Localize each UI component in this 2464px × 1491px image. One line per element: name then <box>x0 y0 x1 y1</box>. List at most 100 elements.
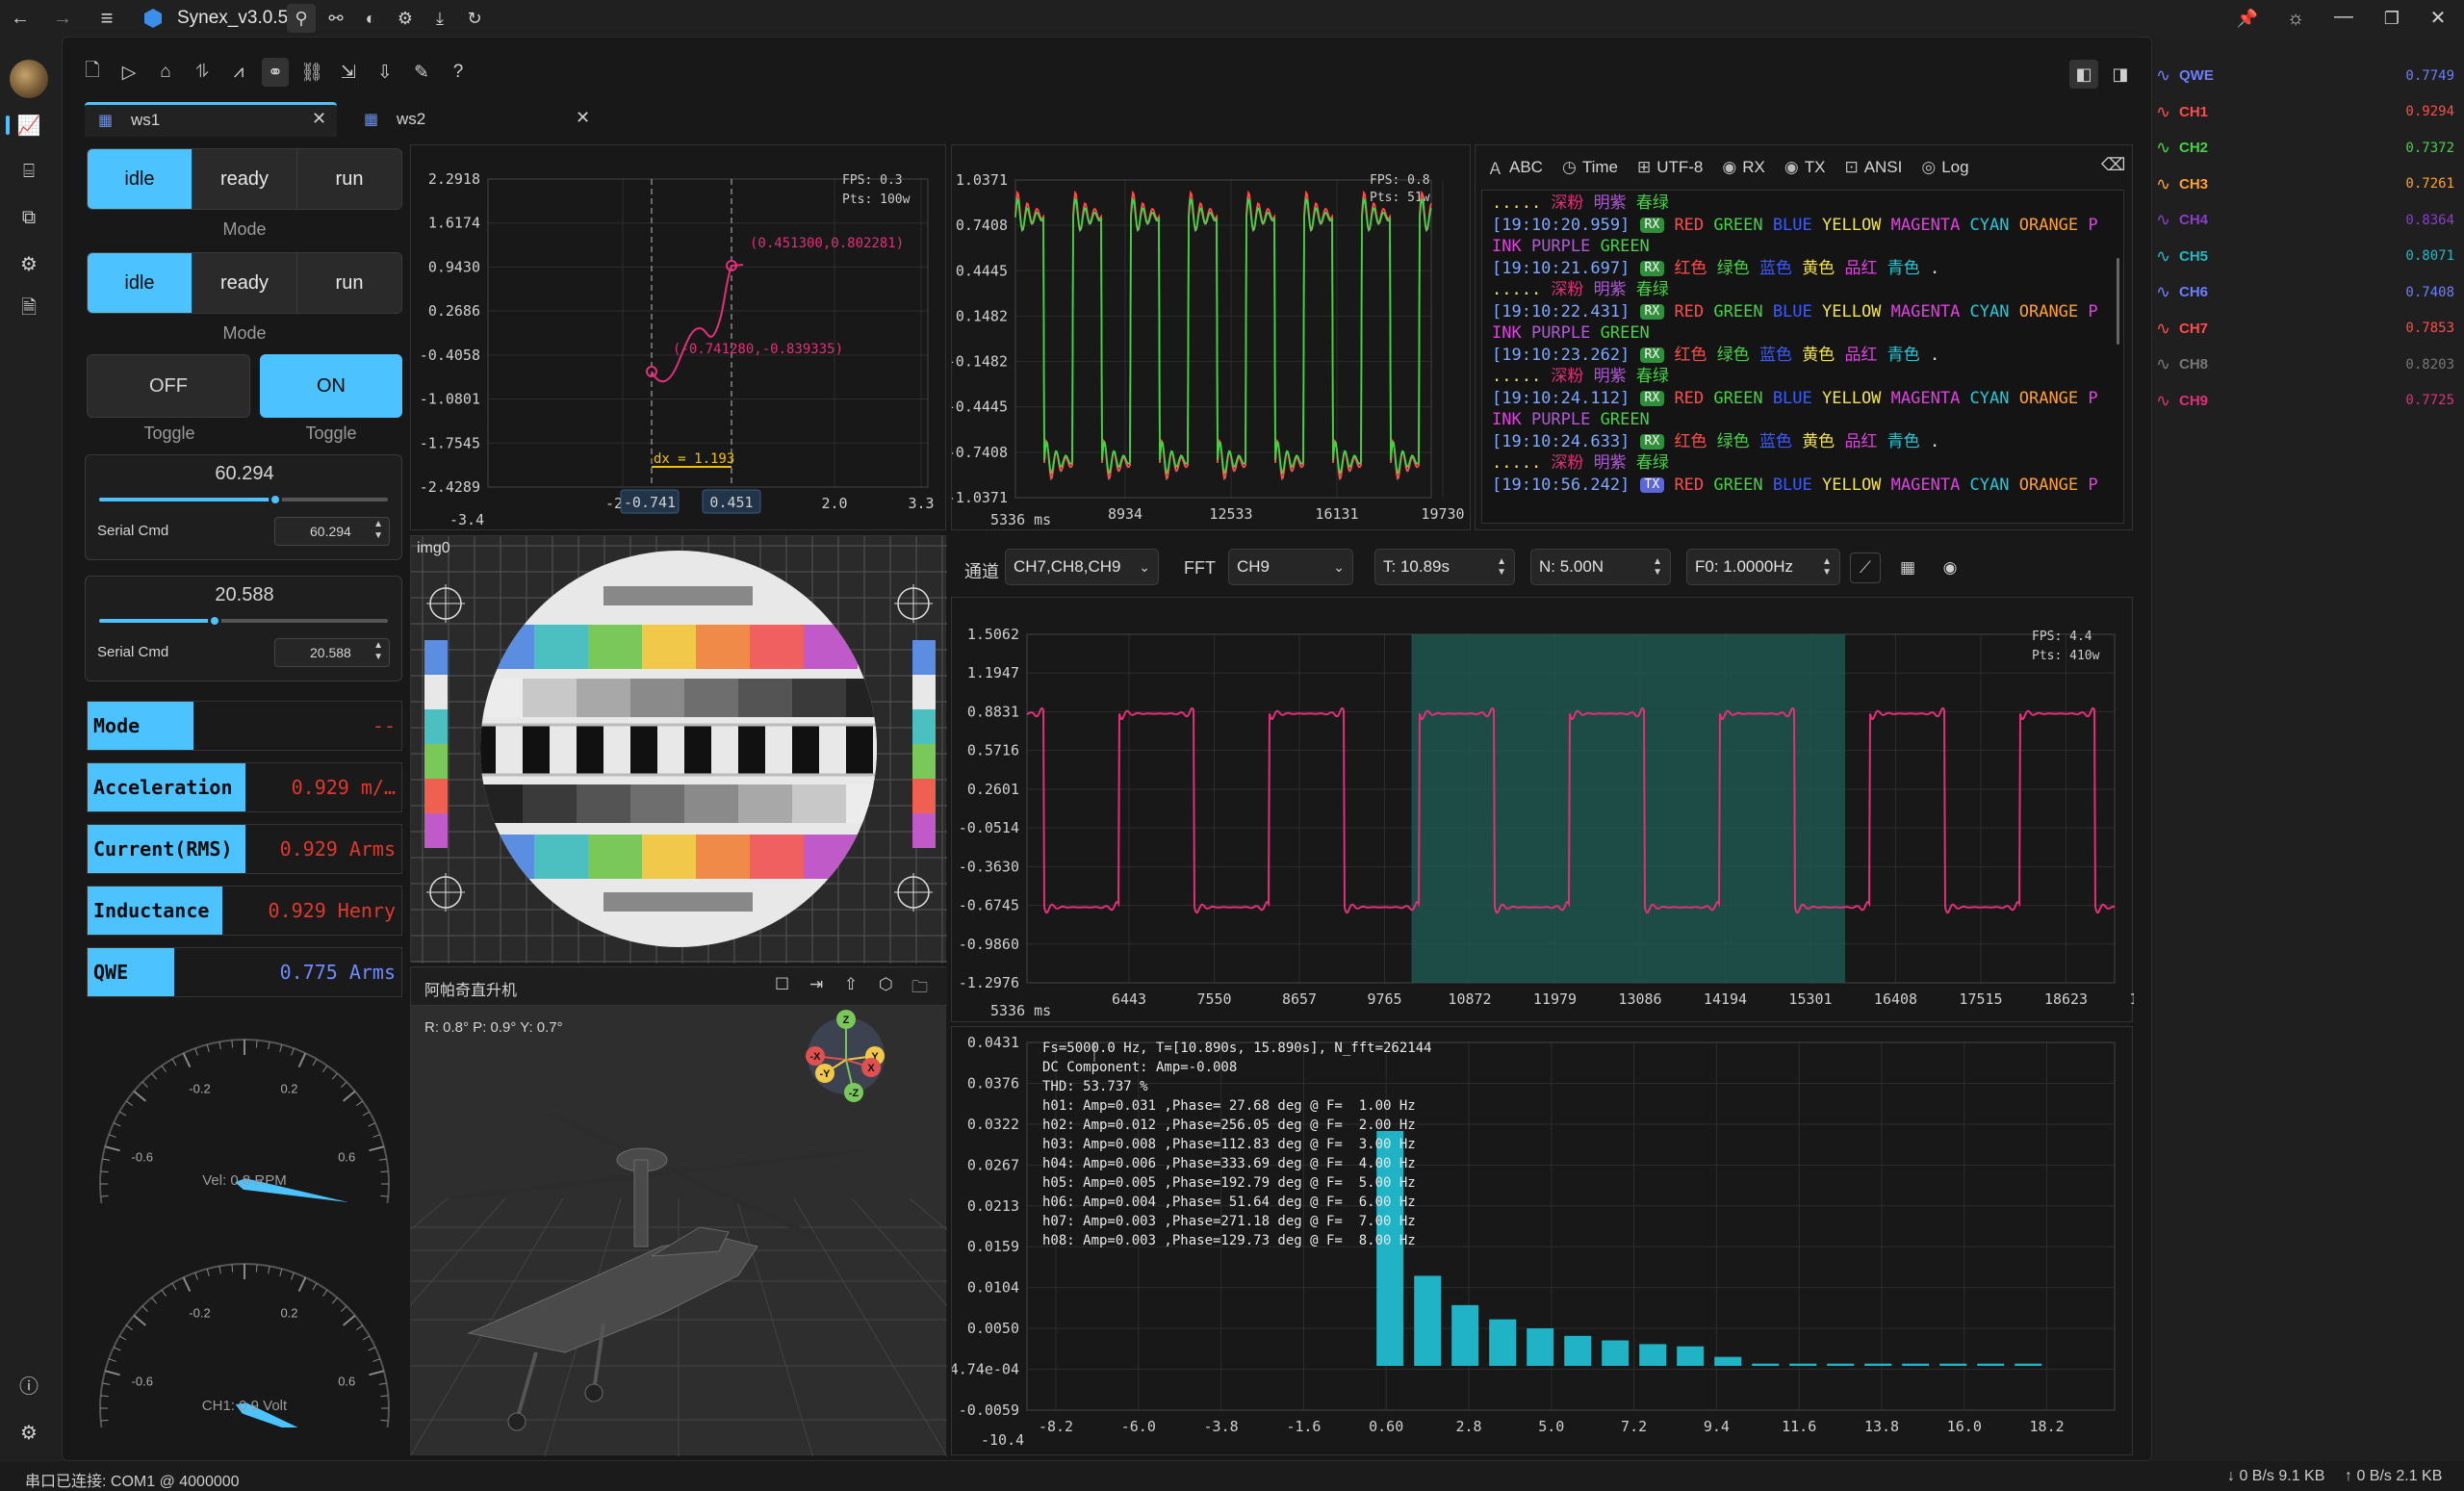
close-tab-icon[interactable]: ✕ <box>312 109 327 128</box>
segment-ready[interactable]: ready <box>192 253 297 313</box>
brush-icon[interactable]: ✎ <box>414 62 429 83</box>
back-icon[interactable]: ← <box>11 7 30 29</box>
xy-plot[interactable]: 2.2918 1.6174 0.9430 0.2686 -0.4058 -1.0801 -1… <box>411 145 947 531</box>
legend-item-ch8[interactable]: ∿ CH8 0.8203 <box>2156 347 2454 383</box>
import-icon[interactable]: ⇩ <box>377 62 393 83</box>
legend-item-ch2[interactable]: ∿ CH2 0.7372 <box>2156 130 2454 167</box>
enter-icon[interactable]: ⇥ <box>809 975 824 993</box>
eye-icon[interactable]: ◉ <box>1942 558 1958 577</box>
line-chart-icon[interactable]: ⩘ <box>233 62 244 82</box>
device-icon[interactable]: ⌸ <box>23 160 35 182</box>
upload-icon[interactable]: ⇧ <box>844 975 859 993</box>
theme-sun-icon[interactable]: ☼ <box>2286 7 2305 29</box>
gauge-tick <box>104 1370 120 1376</box>
slider-thumb[interactable] <box>208 614 221 628</box>
legend-item-ch6[interactable]: ∿ CH6 0.7408 <box>2156 274 2454 311</box>
mode-segmented-1[interactable]: idle ready run <box>87 148 402 210</box>
segment-ready[interactable]: ready <box>192 149 297 209</box>
refresh-icon[interactable]: ↻ <box>467 8 482 28</box>
calculator-icon[interactable]: ▦ <box>1899 558 1916 577</box>
legend-item-ch9[interactable]: ∿ CH9 0.7725 <box>2156 383 2454 420</box>
channel-select[interactable]: CH7,CH8,CH9 ⌄ <box>1005 549 1159 585</box>
folder-icon[interactable]: 🗀 <box>911 978 928 996</box>
tab-ws2[interactable]: ▦ ws2 ✕ <box>358 104 599 137</box>
toggle-on-button[interactable]: ON <box>260 354 402 418</box>
f0-spinbox[interactable]: F0: 1.0000Hz ▲ ▼ <box>1686 549 1840 585</box>
info-circle-icon[interactable]: ◐ <box>365 8 376 28</box>
legend-item-ch4[interactable]: ∿ CH4 0.8364 <box>2156 202 2454 239</box>
terminal-scrollbar[interactable] <box>2117 258 2119 345</box>
help-icon[interactable]: ? <box>452 62 464 82</box>
mode-segmented-2[interactable]: idle ready run <box>87 252 402 314</box>
segment-run[interactable]: run <box>335 167 364 190</box>
square-wave-plot[interactable]: 1.5062 1.1947 0.8831 0.5716 0.2601 -0.0514 -0.… <box>952 598 2173 1023</box>
chart-icon[interactable]: 📈 <box>16 115 41 137</box>
pin-icon[interactable]: 📌 <box>2236 8 2259 28</box>
terminal-rx-button[interactable]: ◉ RX <box>1722 155 1764 179</box>
terminal-output[interactable]: ..... 深粉 明紫 春绿 [19:10:20.959] RX RED GREE… <box>1481 190 2124 524</box>
serial-cmd-spinbox[interactable]: 60.294 ▲ ▼ <box>274 517 390 546</box>
spin-arrows-icon[interactable]: ▲ ▼ <box>373 519 383 541</box>
toggle-off-button[interactable]: OFF <box>87 354 250 418</box>
spin-arrows-icon[interactable]: ▲ ▼ <box>1653 556 1662 578</box>
test-pattern-image[interactable] <box>411 536 947 964</box>
layout-left-icon[interactable]: ◧ <box>2069 60 2098 89</box>
close-tab-icon[interactable]: ✕ <box>576 108 591 127</box>
terminal-ansi-button[interactable]: ⊡ ANSI <box>1844 155 1902 179</box>
user-settings-icon[interactable]: ⚙ <box>397 8 414 28</box>
helicopter-3d-view[interactable]: Z Y -X X -Y -Z <box>411 1006 947 1456</box>
export-icon[interactable]: ⇲ <box>341 62 356 83</box>
tab-ws1[interactable]: ▦ ws1 ✕ <box>85 102 337 137</box>
home-icon[interactable]: ⌂ <box>160 62 171 82</box>
minimize-icon[interactable]: — <box>2334 5 2353 27</box>
legend-item-ch7[interactable]: ∿ CH7 0.7853 <box>2156 311 2454 347</box>
restore-icon[interactable]: ❐ <box>2383 8 2400 28</box>
terminal-tx-button[interactable]: ◉ TX <box>1784 155 1826 179</box>
n-spinbox[interactable]: N: 5.00N ▲ ▼ <box>1530 549 1671 585</box>
segment-idle[interactable]: idle <box>88 149 192 209</box>
download-icon[interactable]: ⤓ <box>436 8 444 28</box>
terminal-utf-8-button[interactable]: ⊞ UTF-8 <box>1637 155 1703 179</box>
terminal-time-button[interactable]: ◷ Time <box>1562 155 1618 179</box>
trend-icon[interactable]: ⟋ <box>1850 553 1881 583</box>
share-nodes-icon[interactable]: ⛓ <box>299 63 324 83</box>
segment-idle[interactable]: idle <box>88 253 192 313</box>
terminal-abc-button[interactable]: Ａ ABC <box>1487 155 1543 179</box>
fft-channel-select[interactable]: CH9 ⌄ <box>1228 549 1353 585</box>
legend-item-ch3[interactable]: ∿ CH3 0.7261 <box>2156 167 2454 203</box>
avatar[interactable] <box>10 60 48 98</box>
spin-arrows-icon[interactable]: ▲ ▼ <box>1497 556 1506 578</box>
slider-thumb[interactable] <box>269 493 282 506</box>
new-file-icon[interactable]: 🗋 <box>85 61 100 81</box>
script-icon[interactable]: 🗎 <box>20 297 38 319</box>
play-icon[interactable]: ▷ <box>121 62 137 83</box>
spin-arrows-icon[interactable]: ▲ ▼ <box>1822 556 1832 578</box>
cube-icon[interactable]: ⬡ <box>879 975 893 993</box>
segment-run[interactable]: run <box>335 271 364 294</box>
network-icon[interactable]: ⧉ <box>21 206 37 228</box>
time-window-spinbox[interactable]: T: 10.89s ▲ ▼ <box>1374 549 1515 585</box>
legend-item-qwe[interactable]: ∿ QWE 0.7749 <box>2156 58 2454 94</box>
square-icon[interactable]: ☐ <box>775 975 790 993</box>
legend-item-ch5[interactable]: ∿ CH5 0.8071 <box>2156 239 2454 275</box>
slider-track[interactable] <box>99 493 388 506</box>
unlink-icon[interactable]: ⚯ <box>328 8 344 28</box>
forward-icon[interactable]: → <box>53 7 72 29</box>
link-icon[interactable]: ⚲ <box>287 4 316 33</box>
time-plot[interactable]: 1.0371 0.7408 0.4445 0.1482 -0.1482 -0.4445 -0… <box>947 145 1472 531</box>
close-window-icon[interactable]: ✕ <box>2429 7 2447 29</box>
link-toggle-icon[interactable]: ⚭ <box>262 58 289 87</box>
spin-arrows-icon[interactable]: ▲ ▼ <box>373 640 383 662</box>
slider-track[interactable] <box>99 614 388 628</box>
menu-icon[interactable]: ≡ <box>100 6 114 30</box>
eraser-icon[interactable]: ⌫ <box>2101 155 2126 174</box>
about-icon[interactable]: ⓘ <box>19 1375 38 1398</box>
preferences-icon[interactable]: ⚙ <box>20 1422 38 1444</box>
legend-item-ch1[interactable]: ∿ CH1 0.9294 <box>2156 94 2454 131</box>
layout-right-icon[interactable]: ◨ <box>2112 64 2129 84</box>
settings-gear-icon[interactable]: ⚙ <box>20 253 38 275</box>
fft-plot[interactable]: 0.0431 0.0376 0.0322 0.0267 0.0213 0.0159 0.01… <box>941 1027 2134 1456</box>
terminal-log-button[interactable]: ◎ Log <box>1921 155 1968 179</box>
serial-cmd-spinbox[interactable]: 20.588 ▲ ▼ <box>274 638 390 667</box>
align-icon[interactable]: ⥮ <box>195 62 209 82</box>
